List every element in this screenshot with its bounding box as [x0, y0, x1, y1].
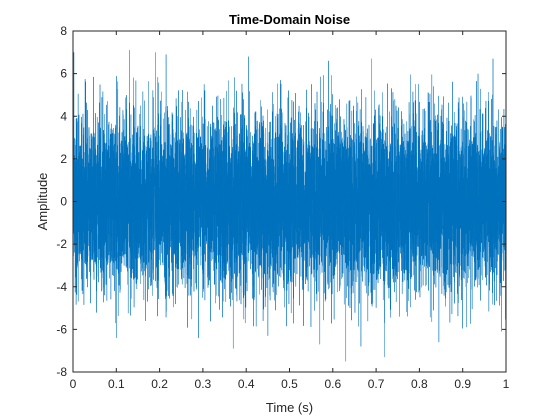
- x-tick-label: 0.2: [151, 377, 168, 391]
- y-tick-label: 0: [60, 195, 67, 209]
- x-tick-label: 0.9: [454, 377, 471, 391]
- y-tick-label: 6: [60, 67, 67, 81]
- x-tick-label: 0: [70, 377, 77, 391]
- x-tick-label: 0.6: [324, 377, 341, 391]
- x-tick-label: 0.8: [411, 377, 428, 391]
- x-tick-label: 0.5: [281, 377, 298, 391]
- x-tick-label: 1: [503, 377, 510, 391]
- y-tick-label: 8: [60, 24, 67, 38]
- y-tick-label: -2: [56, 237, 67, 251]
- x-axis-label: Time (s): [266, 400, 313, 415]
- y-tick-label: -4: [56, 280, 67, 294]
- y-tick-label: -8: [56, 365, 67, 379]
- y-tick-label: -6: [56, 322, 67, 336]
- chart-title: Time-Domain Noise: [229, 12, 350, 27]
- x-tick-label: 0.7: [368, 377, 385, 391]
- y-axis-label: Amplitude: [35, 173, 50, 231]
- y-tick-label: 4: [60, 109, 67, 123]
- y-tick-label: 2: [60, 152, 67, 166]
- x-tick-label: 0.3: [195, 377, 212, 391]
- x-tick-label: 0.4: [238, 377, 255, 391]
- x-tick-label: 0.1: [108, 377, 125, 391]
